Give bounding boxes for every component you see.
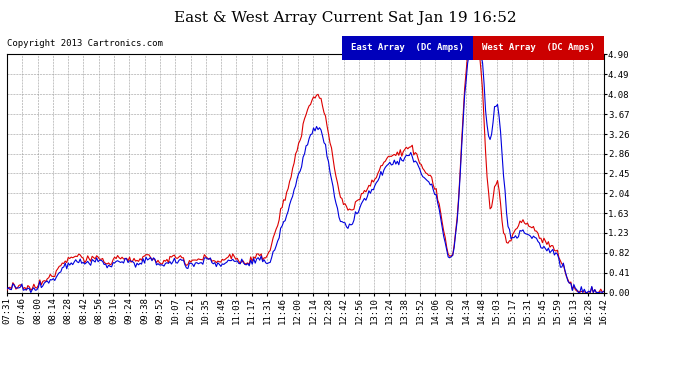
Text: West Array  (DC Amps): West Array (DC Amps)	[482, 44, 595, 52]
Text: East Array  (DC Amps): East Array (DC Amps)	[351, 44, 464, 52]
Text: East & West Array Current Sat Jan 19 16:52: East & West Array Current Sat Jan 19 16:…	[174, 11, 516, 25]
Text: Copyright 2013 Cartronics.com: Copyright 2013 Cartronics.com	[7, 39, 163, 48]
